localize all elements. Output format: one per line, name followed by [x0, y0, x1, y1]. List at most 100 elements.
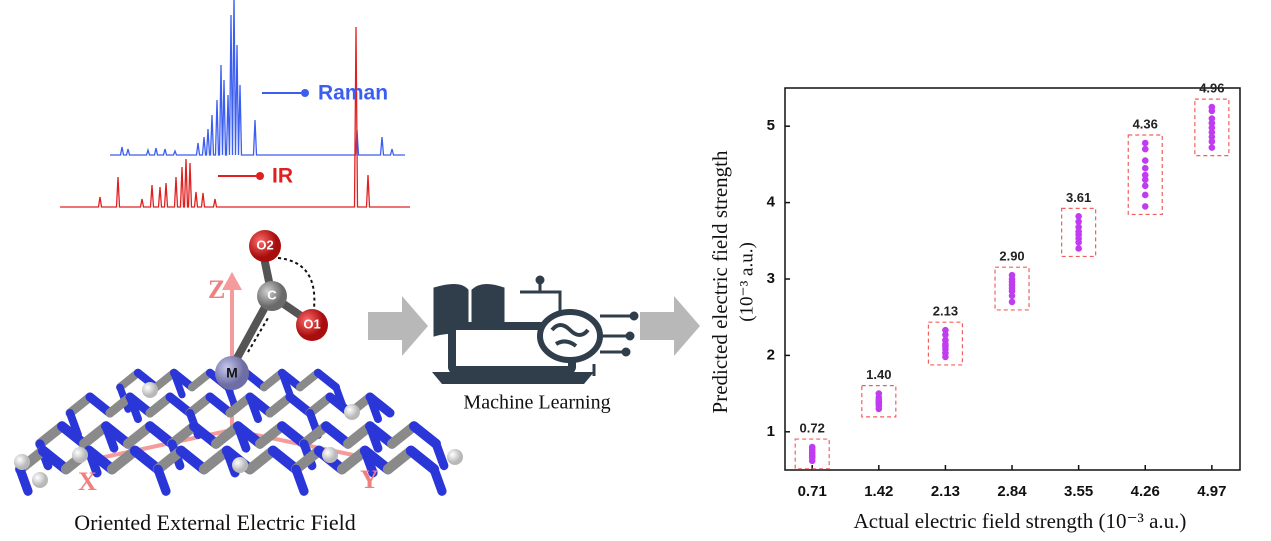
point: [1008, 298, 1016, 306]
point: [1141, 164, 1149, 172]
point: [808, 443, 816, 451]
point: [1208, 144, 1216, 151]
point: [1141, 191, 1149, 199]
point: [875, 390, 883, 397]
point: [1208, 103, 1216, 111]
point: [1075, 218, 1082, 225]
hydrogen: [14, 454, 30, 470]
bond: [126, 393, 142, 423]
hydrogen: [142, 382, 158, 398]
point: [1141, 176, 1149, 183]
raman-dot: [301, 89, 309, 97]
spectrum: [110, 0, 405, 156]
atom-label: M: [226, 365, 238, 381]
x-tick-label: 4.26: [1131, 483, 1160, 500]
caption: Oriented External Electric Field: [74, 510, 356, 535]
mean-label: 2.90: [999, 249, 1024, 264]
z-axis-label: Z: [208, 275, 225, 304]
point: [1141, 182, 1149, 190]
x-tick-label: 1.42: [864, 483, 893, 500]
group-box: [1061, 207, 1097, 258]
mean-label: 2.13: [933, 304, 958, 319]
flow-arrow: [368, 296, 428, 356]
hydrogen: [322, 447, 338, 463]
x-axis-label: X: [78, 467, 97, 496]
scatter-chart: Actual electric field strength (10⁻³ a.u…: [708, 81, 1241, 533]
point: [1208, 115, 1216, 122]
y-tick-label: 2: [767, 346, 775, 363]
bond: [409, 421, 441, 449]
point: [1008, 292, 1016, 300]
point: [1208, 133, 1216, 141]
y-tick-label: 4: [767, 194, 776, 211]
x-tick-label: 2.84: [997, 483, 1027, 500]
hydrogen: [344, 404, 360, 420]
point: [1075, 213, 1082, 220]
hydrogen: [447, 449, 463, 465]
mean-label: 4.36: [1133, 116, 1158, 131]
point: [1075, 228, 1082, 235]
spectrum: [60, 26, 410, 208]
bond: [313, 368, 341, 392]
group-box: [1194, 98, 1230, 157]
mean-label: 3.61: [1066, 190, 1091, 205]
bond: [360, 446, 378, 478]
ir-label: IR: [272, 165, 293, 188]
molecule: [14, 230, 463, 496]
bond: [153, 464, 171, 496]
point: [1141, 139, 1149, 147]
bond: [66, 409, 82, 439]
y-axis-title: (10⁻³ a.u.): [736, 242, 757, 322]
point: [1208, 119, 1216, 127]
point: [1208, 138, 1216, 145]
bond: [233, 421, 251, 453]
point: [1141, 157, 1149, 164]
bond: [84, 446, 102, 478]
spectra: [60, 0, 410, 208]
bond: [15, 464, 33, 496]
atom-label: O1: [303, 316, 320, 331]
group-box: [1127, 134, 1163, 216]
y-axis-label: Y: [360, 465, 379, 494]
mean-label: 1.40: [866, 367, 891, 382]
y-tick-label: 5: [767, 117, 775, 134]
bond: [429, 464, 447, 496]
point: [1141, 171, 1149, 179]
hydrogen: [32, 472, 48, 488]
group-box: [861, 385, 897, 418]
x-axis-title: Actual electric field strength (10⁻³ a.u…: [854, 509, 1187, 533]
group-box: [927, 321, 964, 366]
bond: [278, 369, 294, 399]
bond: [101, 421, 119, 453]
field-axis-head: [222, 272, 242, 290]
ml-icon: [432, 275, 639, 384]
mean-label: 4.96: [1199, 81, 1224, 96]
point: [942, 331, 949, 339]
hydrogen: [72, 447, 88, 463]
atom-label: C: [267, 287, 277, 302]
atom-label: O2: [256, 237, 273, 252]
bond: [365, 421, 383, 453]
oxygen-atom: [249, 230, 281, 262]
metal-atom: [215, 356, 249, 390]
bond: [431, 439, 449, 471]
point: [1208, 124, 1216, 132]
y-tick-label: 1: [767, 423, 775, 440]
bond: [246, 393, 262, 423]
group-box: [994, 266, 1030, 311]
point: [1141, 145, 1149, 153]
bond: [366, 393, 382, 423]
x-tick-label: 0.71: [798, 483, 827, 500]
y-tick-label: 3: [767, 270, 775, 287]
point: [1208, 129, 1216, 136]
bond: [291, 464, 309, 496]
x-tick-label: 2.13: [931, 483, 960, 500]
hydrogen: [232, 457, 248, 473]
bond: [405, 445, 440, 475]
mean-label: 0.72: [800, 421, 825, 436]
point: [942, 326, 949, 334]
caption: Machine Learning: [463, 392, 610, 414]
bond: [170, 369, 186, 399]
oxygen-atom: [296, 309, 328, 341]
